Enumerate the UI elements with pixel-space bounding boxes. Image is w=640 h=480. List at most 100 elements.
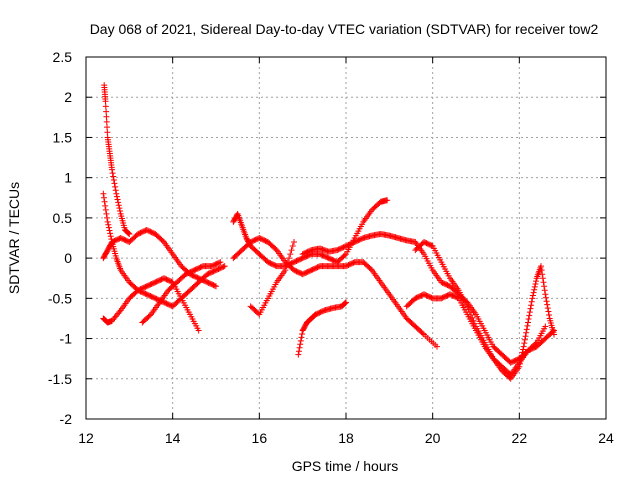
data-point bbox=[211, 282, 218, 289]
x-tick-label: 16 bbox=[252, 430, 268, 446]
y-tick-label: 0 bbox=[64, 250, 72, 266]
data-point bbox=[434, 343, 440, 350]
data-point bbox=[465, 306, 472, 313]
data-point bbox=[117, 207, 124, 214]
data-point bbox=[518, 355, 525, 362]
y-tick-label: -1.5 bbox=[48, 371, 72, 387]
data-point bbox=[542, 291, 549, 298]
data-point bbox=[104, 129, 111, 136]
data-point bbox=[526, 312, 533, 319]
data-point bbox=[526, 309, 533, 316]
data-point bbox=[100, 190, 107, 197]
data-point bbox=[109, 166, 115, 173]
data-point bbox=[531, 286, 538, 293]
data-point bbox=[551, 331, 557, 338]
data-point bbox=[102, 103, 109, 110]
y-tick-label: -1 bbox=[60, 331, 73, 347]
data-point bbox=[213, 283, 219, 290]
data-point bbox=[528, 302, 535, 309]
data-point bbox=[542, 323, 549, 330]
data-point bbox=[103, 118, 110, 125]
y-tick-label: 2 bbox=[64, 89, 72, 105]
data-point bbox=[471, 320, 478, 327]
data-point bbox=[113, 190, 120, 197]
y-tick-label: 2.5 bbox=[53, 49, 73, 65]
data-point bbox=[341, 252, 348, 259]
data-point bbox=[529, 295, 536, 302]
data-point bbox=[419, 330, 426, 337]
data-point bbox=[104, 124, 111, 131]
data-point bbox=[291, 239, 297, 246]
data-point bbox=[217, 259, 224, 266]
data-point bbox=[114, 196, 121, 203]
data-point bbox=[523, 329, 530, 336]
data-point bbox=[545, 308, 552, 315]
data-point bbox=[517, 357, 524, 364]
data-point bbox=[126, 230, 133, 237]
data-point bbox=[287, 251, 294, 258]
data-point bbox=[518, 352, 525, 359]
data-point bbox=[524, 322, 531, 329]
data-point bbox=[516, 360, 523, 367]
data-point bbox=[100, 194, 107, 201]
data-point bbox=[102, 202, 109, 209]
axes: 12 14 16 18 20 22 24 2.5 2 1.5 1 0.5 0 -0.5 -1 -1.5 -2 bbox=[48, 49, 614, 446]
grid bbox=[86, 57, 606, 419]
data-point bbox=[103, 108, 110, 115]
y-tick-label: 1 bbox=[64, 170, 72, 186]
data-point bbox=[523, 326, 530, 333]
data-point bbox=[516, 363, 523, 370]
data-point bbox=[546, 311, 553, 318]
data-point bbox=[468, 311, 475, 318]
x-tick-label: 22 bbox=[512, 430, 528, 446]
x-tick-label: 14 bbox=[165, 430, 181, 446]
data-point bbox=[527, 305, 534, 312]
data-point bbox=[541, 283, 548, 290]
data-point bbox=[538, 263, 544, 270]
data-point bbox=[532, 280, 539, 287]
data-point bbox=[116, 205, 123, 212]
data-point bbox=[286, 255, 293, 262]
data-point bbox=[470, 317, 477, 324]
chart-title: Day 068 of 2021, Sidereal Day-to-day VTE… bbox=[90, 21, 599, 37]
data-points bbox=[100, 82, 557, 382]
data-point bbox=[105, 224, 112, 231]
data-point bbox=[195, 327, 202, 334]
data-point bbox=[341, 300, 348, 307]
data-point bbox=[299, 330, 306, 337]
data-point bbox=[107, 230, 114, 237]
data-point bbox=[109, 170, 116, 177]
data-point bbox=[220, 263, 227, 270]
x-tick-label: 20 bbox=[425, 430, 441, 446]
data-point bbox=[110, 173, 117, 180]
data-point bbox=[297, 341, 304, 348]
data-point bbox=[104, 218, 111, 225]
data-point bbox=[540, 279, 547, 286]
x-axis-label: GPS time / hours bbox=[292, 458, 399, 474]
data-point bbox=[105, 221, 112, 228]
y-axis-label: SDTVAR / TECUs bbox=[6, 182, 22, 294]
data-point bbox=[221, 263, 228, 270]
data-point bbox=[522, 333, 529, 340]
data-point bbox=[469, 314, 476, 321]
x-tick-label: 24 bbox=[598, 430, 614, 446]
data-point bbox=[101, 198, 108, 205]
data-point bbox=[298, 334, 305, 341]
data-point bbox=[521, 336, 528, 343]
data-point bbox=[111, 180, 118, 187]
data-point bbox=[343, 299, 349, 306]
data-point bbox=[464, 303, 471, 310]
data-point bbox=[541, 287, 548, 294]
data-point bbox=[520, 343, 527, 350]
data-point bbox=[295, 351, 302, 358]
data-point bbox=[533, 278, 540, 285]
data-point bbox=[384, 197, 391, 204]
data-point bbox=[107, 233, 114, 240]
data-point bbox=[525, 316, 532, 323]
data-point bbox=[102, 206, 109, 213]
data-point bbox=[297, 337, 304, 344]
data-point bbox=[282, 267, 289, 274]
data-point bbox=[283, 263, 290, 270]
data-point bbox=[525, 319, 531, 326]
y-tick-label: 1.5 bbox=[53, 129, 73, 145]
